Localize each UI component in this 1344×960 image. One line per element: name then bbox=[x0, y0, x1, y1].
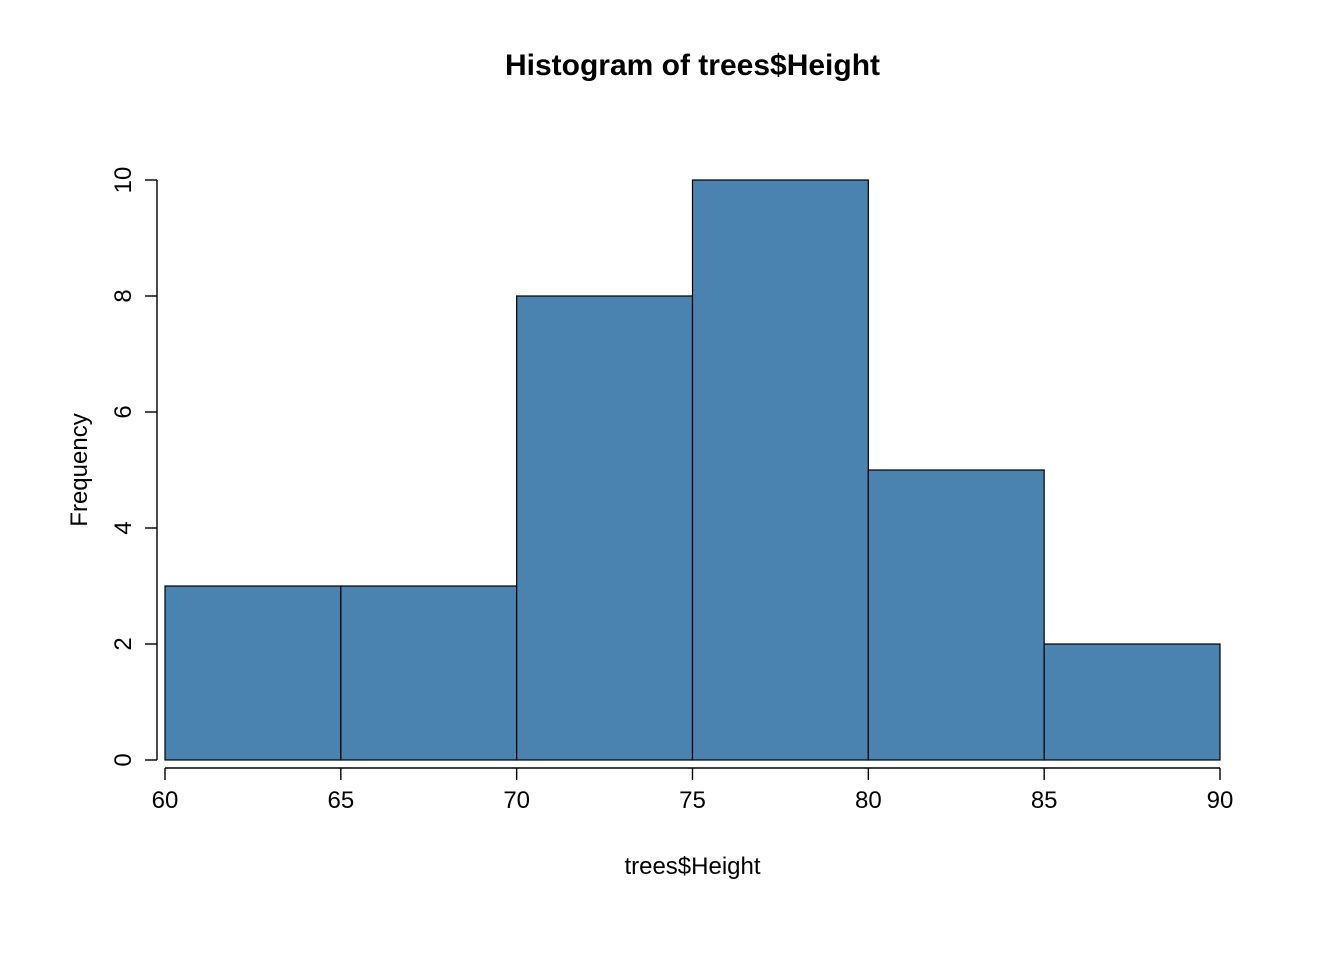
histogram-bar bbox=[517, 296, 693, 760]
x-tick-label: 75 bbox=[679, 787, 706, 814]
x-tick-label: 70 bbox=[503, 787, 530, 814]
x-tick-label: 65 bbox=[327, 787, 354, 814]
y-tick-label: 10 bbox=[110, 167, 137, 194]
x-tick-label: 90 bbox=[1207, 787, 1234, 814]
histogram-bar bbox=[693, 180, 869, 760]
y-tick-label: 6 bbox=[110, 405, 137, 418]
histogram-bar bbox=[868, 470, 1044, 760]
y-tick-label: 2 bbox=[110, 637, 137, 650]
histogram-bar bbox=[1044, 644, 1220, 760]
y-axis-label: Frequency bbox=[66, 413, 93, 526]
y-tick-label: 4 bbox=[110, 521, 137, 534]
x-tick-label: 80 bbox=[855, 787, 882, 814]
y-tick-label: 8 bbox=[110, 289, 137, 302]
x-axis-label: trees$Height bbox=[624, 853, 760, 880]
histogram-chart: Histogram of trees$Height60657075808590t… bbox=[0, 0, 1344, 960]
histogram-bar bbox=[341, 586, 517, 760]
chart-title: Histogram of trees$Height bbox=[505, 49, 880, 82]
histogram-bar bbox=[165, 586, 341, 760]
x-tick-label: 85 bbox=[1031, 787, 1058, 814]
y-tick-label: 0 bbox=[110, 753, 137, 766]
x-tick-label: 60 bbox=[152, 787, 179, 814]
